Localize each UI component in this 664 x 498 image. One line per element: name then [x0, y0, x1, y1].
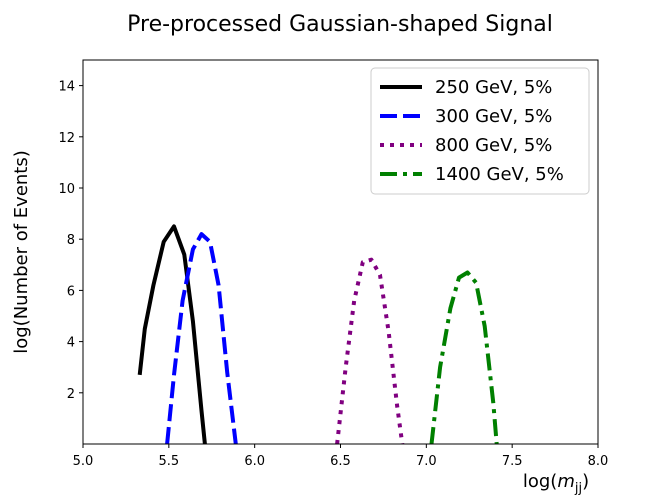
chart-title: Pre-processed Gaussian-shaped Signal — [127, 12, 553, 37]
series-line-1 — [137, 224, 207, 445]
x-tick-label: 6.0 — [244, 454, 265, 469]
x-axis-label-prefix: log( — [523, 471, 557, 492]
y-tick-label: 2 — [67, 387, 75, 402]
legend-label-1: 250 GeV, 5% — [435, 77, 552, 98]
legend-label-3: 800 GeV, 5% — [435, 135, 552, 156]
x-tick-label: 5.5 — [158, 454, 179, 469]
x-tick-label: 7.0 — [416, 454, 437, 469]
series-line-3 — [335, 257, 405, 445]
x-tick-label: 5.0 — [73, 454, 94, 469]
y-tick-label: 8 — [67, 233, 75, 248]
y-tick-label: 10 — [58, 182, 75, 197]
x-tick-label: 7.5 — [502, 454, 523, 469]
legend: 250 GeV, 5% 300 GeV, 5% 800 GeV, 5% 1400 Ge… — [370, 67, 590, 195]
x-axis-label-suffix: ) — [582, 471, 589, 492]
legend-label-4: 1400 GeV, 5% — [435, 164, 564, 185]
x-tick-label: 6.5 — [330, 454, 351, 469]
y-axis-label: log(Number of Events) — [11, 150, 32, 354]
series-line-4 — [429, 270, 499, 445]
plot-content — [137, 224, 499, 445]
legend-box — [370, 67, 590, 195]
y-axis-ticks: 2 4 6 8 10 12 14 — [58, 80, 83, 402]
x-axis-label: log(mjj) — [523, 471, 589, 496]
x-axis-ticks: 5.0 5.5 6.0 6.5 7.0 7.5 8.0 — [73, 444, 609, 469]
legend-label-2: 300 GeV, 5% — [435, 106, 552, 127]
x-axis-label-variable: m — [557, 471, 575, 492]
y-tick-label: 4 — [67, 336, 75, 351]
y-tick-label: 14 — [58, 80, 75, 95]
x-axis-label-subscript: jj — [574, 481, 582, 496]
series-line-2 — [165, 232, 238, 445]
y-tick-label: 6 — [67, 284, 75, 299]
y-tick-label: 12 — [58, 131, 75, 146]
x-tick-label: 8.0 — [588, 454, 609, 469]
